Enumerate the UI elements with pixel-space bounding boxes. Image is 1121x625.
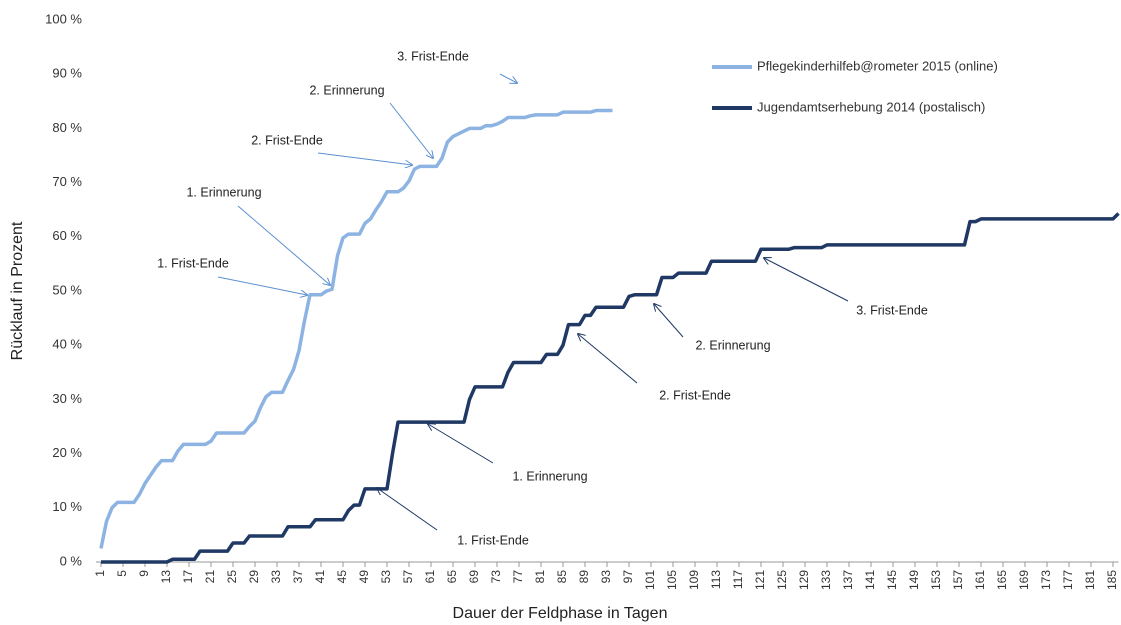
- y-tick-label: 50 %: [52, 282, 82, 297]
- x-tick-label: 81: [533, 570, 547, 584]
- x-tick-label: 85: [555, 570, 569, 584]
- y-tick-label: 40 %: [52, 337, 82, 352]
- annotation-arrow: [237, 205, 330, 285]
- series-line: [99, 108, 613, 549]
- x-tick-label: 113: [709, 570, 723, 589]
- x-tick-label: 117: [731, 570, 745, 589]
- x-tick-label: 165: [995, 570, 1009, 590]
- annotation-arrow: [578, 334, 638, 384]
- x-tick-label: 157: [951, 570, 965, 590]
- x-tick-label: 133: [819, 570, 833, 590]
- legend-label: Pflegekinderhilfeb@rometer 2015 (online): [757, 58, 998, 73]
- y-tick-label: 20 %: [52, 445, 82, 460]
- x-tick-label: 97: [621, 570, 635, 584]
- x-tick-label: 37: [291, 570, 305, 584]
- annotation: 3. Frist-Ende: [856, 303, 928, 317]
- annotation: 2. Erinnerung: [309, 83, 384, 97]
- x-tick-label: 29: [247, 570, 261, 584]
- y-axis-title: Rücklauf in Prozent: [9, 221, 26, 360]
- y-tick-label: 30 %: [52, 391, 82, 406]
- x-tick-label: 1: [93, 570, 107, 577]
- x-tick-label: 177: [1061, 570, 1075, 590]
- x-tick-label: 73: [489, 570, 503, 584]
- annotation-arrow: [654, 304, 684, 338]
- x-tick-label: 9: [137, 570, 151, 577]
- annotation: 1. Frist-Ende: [157, 256, 229, 270]
- x-tick-label: 53: [379, 570, 393, 584]
- x-tick-label: 149: [907, 570, 921, 590]
- y-tick-label: 0 %: [60, 553, 83, 568]
- x-tick-label: 181: [1083, 570, 1097, 590]
- x-tick-label: 145: [885, 570, 899, 590]
- x-tick-label: 101: [643, 570, 657, 590]
- x-tick-label: 121: [753, 570, 767, 590]
- x-tick-label: 69: [467, 570, 481, 584]
- x-tick-label: 61: [423, 570, 437, 584]
- x-tick-label: 125: [775, 570, 789, 590]
- annotation-arrow: [377, 488, 438, 531]
- x-tick-label: 65: [445, 570, 459, 584]
- x-tick-label: 129: [797, 570, 811, 590]
- annotation: 1. Erinnerung: [186, 185, 261, 199]
- annotation: 2. Erinnerung: [695, 338, 770, 352]
- x-tick-label: 161: [973, 570, 987, 590]
- x-tick-label: 13: [159, 570, 173, 584]
- x-tick-label: 49: [357, 570, 371, 584]
- x-tick-label: 77: [511, 570, 525, 584]
- x-tick-label: 41: [313, 570, 327, 584]
- annotation: 1. Frist-Ende: [457, 533, 529, 547]
- x-tick-label: 45: [335, 570, 349, 584]
- x-tick-label: 21: [203, 570, 217, 584]
- annotation: 3. Frist-Ende: [397, 49, 469, 63]
- x-tick-label: 57: [401, 570, 415, 584]
- y-tick-label: 90 %: [52, 66, 82, 81]
- x-tick-label: 93: [599, 570, 613, 584]
- annotation-arrow: [389, 102, 433, 158]
- y-tick-label: 100 %: [45, 11, 82, 26]
- x-tick-label: 89: [577, 570, 591, 584]
- x-tick-label: 141: [863, 570, 877, 590]
- x-tick-label: 25: [225, 570, 239, 584]
- x-tick-label: 173: [1039, 570, 1053, 590]
- annotation: 2. Frist-Ende: [251, 133, 323, 147]
- annotation-arrow: [764, 258, 849, 302]
- annotation: 2. Frist-Ende: [659, 388, 731, 402]
- x-tick-label: 137: [841, 570, 855, 590]
- x-tick-label: 109: [687, 570, 701, 590]
- y-tick-label: 80 %: [52, 120, 82, 135]
- x-tick-label: 5: [115, 570, 129, 577]
- annotation-arrow: [217, 276, 307, 295]
- annotation-arrow: [317, 152, 412, 165]
- y-tick-label: 60 %: [52, 228, 82, 243]
- y-tick-label: 70 %: [52, 174, 82, 189]
- x-tick-label: 33: [269, 570, 283, 584]
- annotation: 1. Erinnerung: [512, 469, 587, 483]
- legend-label: Jugendamtserhebung 2014 (postalisch): [757, 99, 985, 114]
- annotation-arrow: [499, 73, 517, 83]
- y-tick-label: 10 %: [52, 499, 82, 514]
- x-tick-label: 105: [665, 570, 679, 590]
- annotation-arrow: [428, 424, 494, 464]
- x-axis-title: Dauer der Feldphase in Tagen: [453, 605, 668, 622]
- x-tick-label: 169: [1017, 570, 1031, 590]
- x-tick-label: 153: [929, 570, 943, 590]
- x-tick-label: 185: [1105, 570, 1119, 590]
- series-line: [101, 212, 1120, 564]
- x-tick-label: 17: [181, 570, 195, 584]
